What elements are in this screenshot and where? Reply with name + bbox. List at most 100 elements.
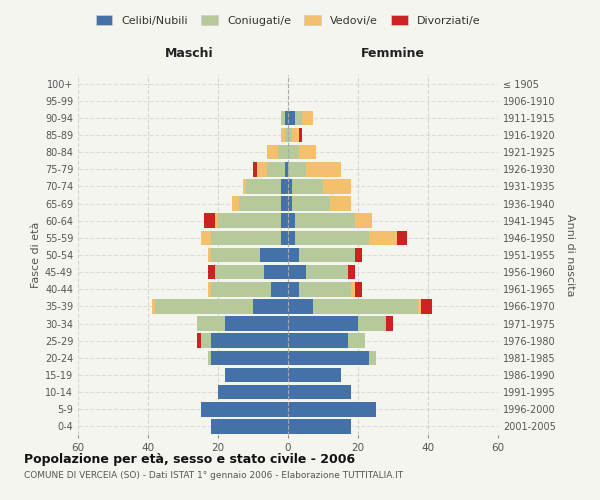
Legend: Celibi/Nubili, Coniugati/e, Vedovi/e, Divorziati/e: Celibi/Nubili, Coniugati/e, Vedovi/e, Di…	[91, 10, 485, 30]
Text: Femmine: Femmine	[361, 47, 425, 60]
Bar	[284, 162, 288, 176]
Bar	[299, 248, 355, 262]
Bar	[288, 419, 351, 434]
Bar	[257, 162, 267, 176]
Bar	[208, 265, 215, 280]
Bar	[355, 282, 361, 296]
Bar	[302, 110, 313, 125]
Bar	[305, 162, 341, 176]
Bar	[313, 299, 418, 314]
Bar	[208, 282, 211, 296]
Bar	[208, 350, 211, 365]
Bar	[200, 402, 288, 416]
Text: COMUNE DI VERCEIA (SO) - Dati ISTAT 1° gennaio 2006 - Elaborazione TUTTITALIA.IT: COMUNE DI VERCEIA (SO) - Dati ISTAT 1° g…	[24, 470, 403, 480]
Bar	[305, 265, 347, 280]
Bar	[323, 179, 351, 194]
Bar	[200, 230, 211, 245]
Bar	[330, 196, 351, 211]
Bar	[295, 230, 368, 245]
Bar	[292, 128, 299, 142]
Bar	[271, 282, 288, 296]
Bar	[295, 110, 302, 125]
Bar	[288, 402, 376, 416]
Bar	[232, 196, 239, 211]
Bar	[288, 179, 292, 194]
Bar	[288, 265, 305, 280]
Bar	[267, 145, 277, 160]
Bar	[151, 299, 155, 314]
Bar	[418, 299, 421, 314]
Bar	[347, 334, 365, 348]
Bar	[288, 334, 347, 348]
Text: Popolazione per età, sesso e stato civile - 2006: Popolazione per età, sesso e stato civil…	[24, 452, 355, 466]
Bar	[299, 145, 316, 160]
Y-axis label: Fasce di età: Fasce di età	[31, 222, 41, 288]
Bar	[355, 214, 372, 228]
Bar	[263, 265, 288, 280]
Bar	[218, 385, 288, 400]
Bar	[197, 316, 225, 331]
Bar	[281, 110, 284, 125]
Bar	[284, 128, 288, 142]
Bar	[225, 368, 288, 382]
Bar	[347, 265, 355, 280]
Bar	[215, 214, 218, 228]
Bar	[239, 196, 281, 211]
Bar	[288, 162, 305, 176]
Bar	[197, 334, 200, 348]
Bar	[299, 282, 351, 296]
Bar	[277, 145, 288, 160]
Bar	[218, 214, 281, 228]
Bar	[358, 316, 386, 331]
Bar	[242, 179, 246, 194]
Bar	[267, 162, 284, 176]
Bar	[288, 350, 368, 365]
Bar	[208, 248, 211, 262]
Bar	[284, 110, 288, 125]
Bar	[211, 248, 260, 262]
Bar	[288, 368, 341, 382]
Bar	[292, 196, 330, 211]
Bar	[253, 162, 257, 176]
Bar	[281, 128, 284, 142]
Bar	[155, 299, 253, 314]
Bar	[368, 350, 376, 365]
Bar	[281, 214, 288, 228]
Bar	[288, 145, 299, 160]
Bar	[386, 316, 393, 331]
Bar	[292, 179, 323, 194]
Bar	[200, 334, 211, 348]
Bar	[368, 230, 397, 245]
Bar	[260, 248, 288, 262]
Bar	[288, 248, 299, 262]
Bar	[211, 334, 288, 348]
Bar	[225, 316, 288, 331]
Bar	[288, 196, 292, 211]
Bar	[211, 350, 288, 365]
Bar	[281, 230, 288, 245]
Bar	[288, 282, 299, 296]
Bar	[288, 110, 295, 125]
Bar	[246, 179, 281, 194]
Bar	[215, 265, 263, 280]
Bar	[288, 128, 292, 142]
Bar	[397, 230, 407, 245]
Bar	[204, 214, 215, 228]
Bar	[281, 179, 288, 194]
Bar	[211, 230, 281, 245]
Bar	[211, 282, 271, 296]
Y-axis label: Anni di nascita: Anni di nascita	[565, 214, 575, 296]
Bar	[288, 230, 295, 245]
Bar	[351, 282, 355, 296]
Bar	[421, 299, 431, 314]
Bar	[355, 248, 361, 262]
Bar	[288, 316, 358, 331]
Bar	[253, 299, 288, 314]
Bar	[281, 196, 288, 211]
Bar	[288, 385, 351, 400]
Bar	[288, 214, 295, 228]
Bar	[295, 214, 355, 228]
Bar	[211, 419, 288, 434]
Text: Maschi: Maschi	[164, 47, 214, 60]
Bar	[288, 299, 313, 314]
